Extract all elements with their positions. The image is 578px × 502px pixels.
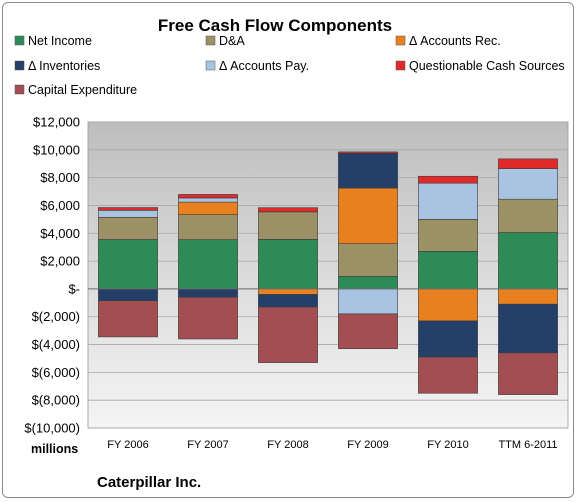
bar-d-a-fy-2010	[418, 219, 478, 252]
x-tick-label: FY 2006	[107, 439, 148, 451]
bar-accounts-rec-fy-2008	[258, 288, 318, 295]
bar-accounts-pay-fy-2006	[98, 210, 158, 218]
y-axis-ticks: $(10,000) $(8,000) $(6,000) $(4,000) $(2,000…	[24, 115, 80, 436]
bar-d-a-ttm-6-2011	[498, 198, 558, 233]
y-tick-label: $12,000	[33, 115, 80, 130]
bar-accounts-pay-fy-2009	[338, 288, 398, 315]
bar-accounts-rec-fy-2009	[338, 187, 398, 245]
x-tick-label: TTM 6-2011	[498, 439, 557, 451]
bar-accounts-rec-ttm-6-2011	[498, 288, 558, 305]
y-tick-label: $2,000	[40, 254, 80, 269]
bar-accounts-pay-fy-2010	[418, 182, 478, 220]
bar-inventories-fy-2006	[98, 288, 158, 302]
bar-inventories-fy-2009	[338, 152, 398, 189]
bar-net-income-fy-2010	[418, 251, 478, 290]
bar-inventories-fy-2007	[178, 288, 238, 298]
x-tick-label: FY 2007	[187, 439, 228, 451]
chart-title: Free Cash Flow Components	[158, 16, 392, 35]
bar-capital-expenditure-fy-2010	[418, 356, 478, 394]
legend-swatch-questionable-cash-sources	[395, 60, 406, 71]
y-tick-label: $(6,000)	[32, 365, 80, 380]
legend-label-d-a: D&A	[219, 34, 245, 48]
x-axis-ticks: FY 2006 FY 2007 FY 2008 FY 2009 FY 2010 TTM 6…	[107, 439, 557, 451]
plot-area	[87, 121, 569, 429]
bar-questionable-cash-sources-fy-2009	[338, 151, 398, 154]
bar-d-a-fy-2006	[98, 216, 158, 240]
legend-swatch-net-income	[14, 35, 25, 46]
y-tick-label: $4,000	[40, 226, 80, 241]
bar-questionable-cash-sources-fy-2008	[258, 207, 318, 213]
legend-label-accounts-pay: Δ Accounts Pay.	[219, 59, 309, 73]
bar-d-a-fy-2009	[338, 243, 398, 277]
legend-label-questionable-cash-sources: Questionable Cash Sources	[409, 59, 565, 73]
bar-capital-expenditure-fy-2006	[98, 300, 158, 338]
legend: Net Income D&A Δ Accounts Rec. Δ Inventorie…	[14, 34, 565, 97]
y-tick-label: $(10,000)	[24, 421, 80, 436]
legend-label-net-income: Net Income	[28, 34, 92, 48]
legend-swatch-capital-expenditure	[14, 84, 25, 95]
bar-accounts-rec-fy-2007	[178, 201, 238, 215]
legend-label-capital-expenditure: Capital Expenditure	[28, 83, 137, 97]
x-tick-label: FY 2010	[427, 439, 468, 451]
bar-accounts-pay-ttm-6-2011	[498, 168, 558, 200]
y-tick-label: $-	[68, 281, 80, 296]
bar-net-income-fy-2007	[178, 239, 238, 290]
bar-inventories-fy-2008	[258, 294, 318, 308]
bar-d-a-fy-2007	[178, 214, 238, 240]
bar-net-income-fy-2009	[338, 276, 398, 290]
bar-net-income-fy-2006	[98, 239, 158, 290]
bar-capital-expenditure-fy-2007	[178, 296, 238, 340]
bar-inventories-fy-2010	[418, 320, 478, 358]
y-tick-label: $(8,000)	[32, 393, 80, 408]
legend-label-accounts-rec: Δ Accounts Rec.	[409, 34, 501, 48]
bar-accounts-pay-fy-2007	[178, 197, 238, 203]
bars	[98, 151, 558, 395]
y-tick-label: $(2,000)	[32, 309, 80, 324]
bar-accounts-rec-fy-2010	[418, 288, 478, 322]
chart-svg: Free Cash Flow Components Net Income D&A Δ…	[14, 16, 569, 491]
bar-capital-expenditure-ttm-6-2011	[498, 352, 558, 395]
legend-label-inventories: Δ Inventories	[28, 59, 100, 73]
bar-questionable-cash-sources-fy-2007	[178, 194, 238, 199]
y-tick-label: $6,000	[40, 198, 80, 213]
chart-frame: Free Cash Flow Components Net Income D&A Δ…	[2, 2, 574, 498]
y-tick-label: $(4,000)	[32, 337, 80, 352]
bar-inventories-ttm-6-2011	[498, 303, 558, 354]
bar-d-a-fy-2008	[258, 211, 318, 240]
legend-swatch-accounts-pay	[205, 60, 216, 71]
legend-swatch-accounts-rec	[395, 35, 406, 46]
company-label: Caterpillar Inc.	[97, 474, 201, 491]
bar-net-income-fy-2008	[258, 239, 318, 290]
unit-label: millions	[31, 442, 78, 456]
bar-questionable-cash-sources-fy-2006	[98, 207, 158, 211]
legend-swatch-d-a	[205, 35, 216, 46]
y-tick-label: $10,000	[33, 142, 80, 157]
bar-net-income-ttm-6-2011	[498, 232, 558, 290]
legend-swatch-inventories	[14, 60, 25, 71]
bar-questionable-cash-sources-ttm-6-2011	[498, 158, 558, 169]
bar-capital-expenditure-fy-2008	[258, 306, 318, 363]
x-tick-label: FY 2009	[347, 439, 388, 451]
bar-questionable-cash-sources-fy-2010	[418, 175, 478, 184]
y-tick-label: $8,000	[40, 170, 80, 185]
bar-capital-expenditure-fy-2009	[338, 313, 398, 350]
x-tick-label: FY 2008	[267, 439, 308, 451]
